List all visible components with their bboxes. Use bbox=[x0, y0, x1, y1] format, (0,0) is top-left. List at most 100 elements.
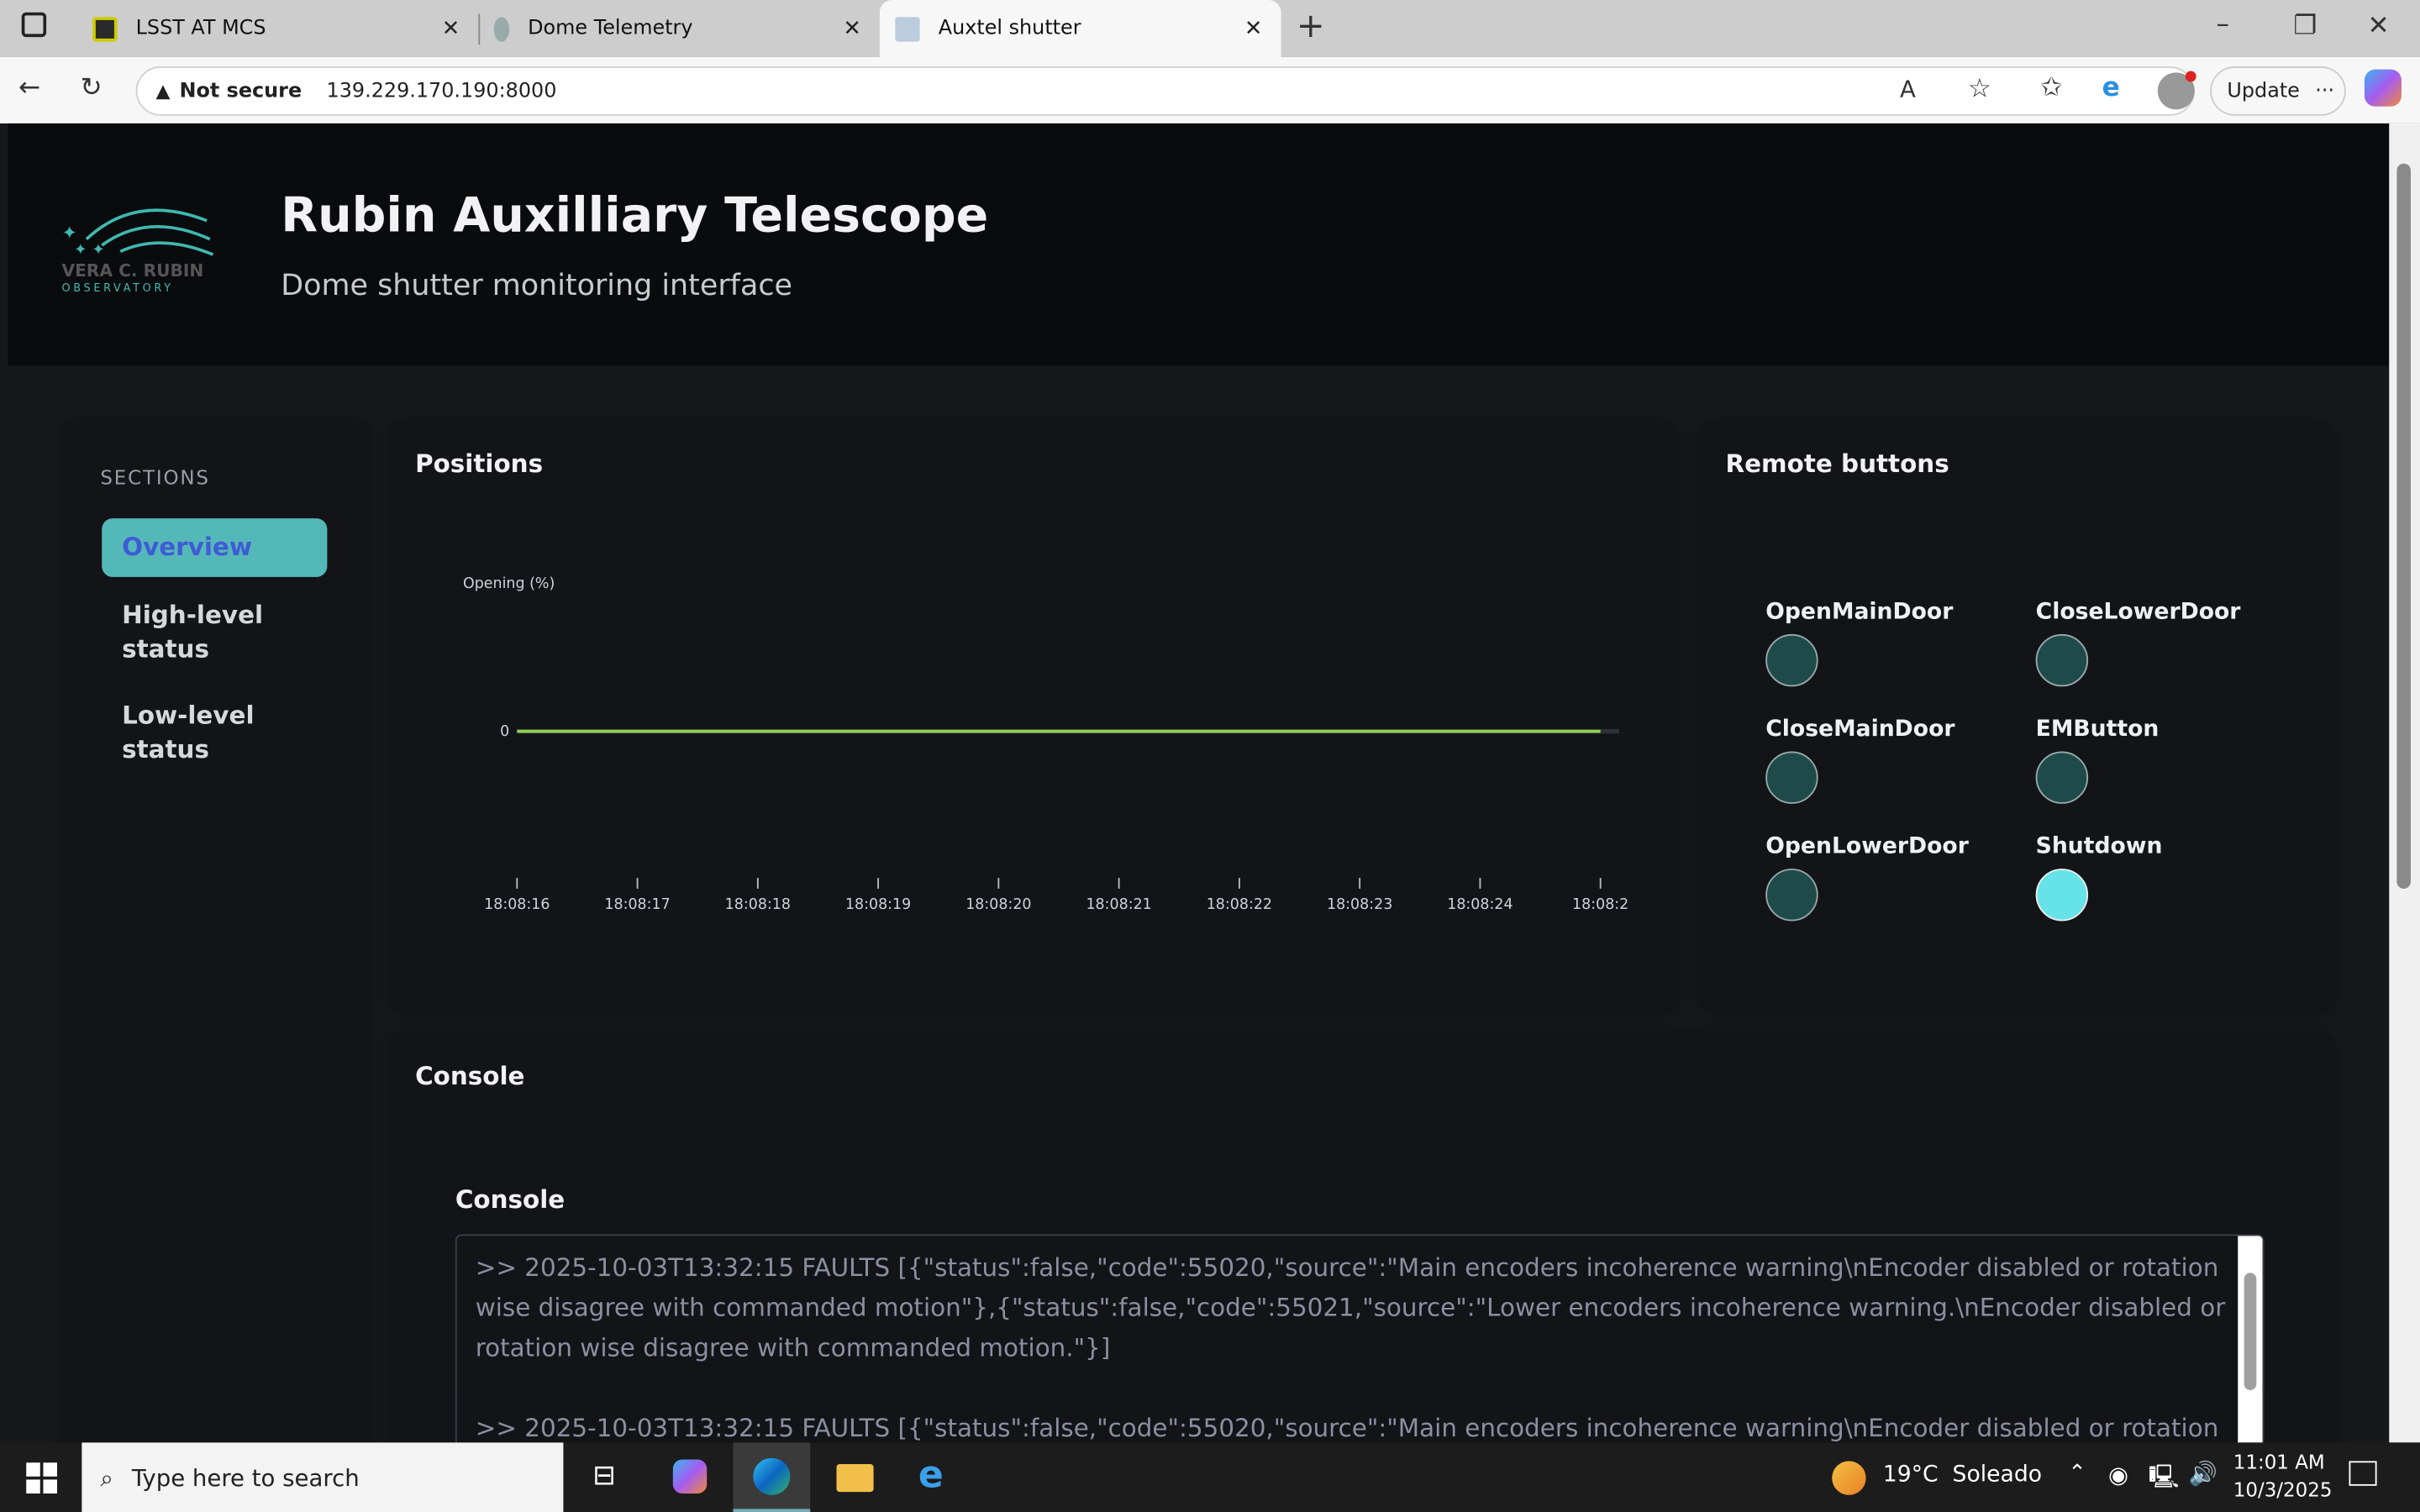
address-bar-row: ← ↻ ▲ Not secure 139.229.170.190:8000 A … bbox=[0, 56, 2420, 123]
search-placeholder: Type here to search bbox=[131, 1463, 360, 1492]
remote-button-indicator-shutdown bbox=[2035, 869, 2089, 921]
weather-icon bbox=[1832, 1461, 1866, 1495]
file-explorer-icon[interactable] bbox=[836, 1464, 874, 1493]
x-tick-label: 18:08:16 bbox=[484, 896, 550, 913]
y-tick-label: 0 bbox=[500, 723, 509, 740]
x-tick-label: 18:08:18 bbox=[725, 896, 791, 913]
tab-auxtel-shutter[interactable]: Auxtel shutter ✕ bbox=[879, 0, 1281, 57]
taskbar: ⌕ Type here to search ⊟ e 19°C Soleado ⌃… bbox=[0, 1442, 2420, 1512]
taskbar-search[interactable]: ⌕ Type here to search bbox=[82, 1442, 564, 1512]
x-tick-label: 18:08:22 bbox=[1207, 896, 1272, 913]
back-icon[interactable]: ← bbox=[18, 72, 41, 104]
weather-text[interactable]: 19°C Soleado bbox=[1882, 1462, 2043, 1488]
notification-dot bbox=[2185, 71, 2196, 82]
sidebar: SECTIONS Overview High-level status Low-… bbox=[61, 419, 368, 1443]
page-title: Rubin Auxilliary Telescope bbox=[281, 188, 989, 244]
edge-taskbar-icon[interactable] bbox=[733, 1442, 811, 1512]
console-title: Console bbox=[455, 1184, 566, 1215]
close-tab-icon[interactable]: ✕ bbox=[843, 16, 861, 41]
url-field[interactable]: ▲ Not secure 139.229.170.190:8000 A ☆ bbox=[135, 66, 2195, 116]
remote-button-label: CloseLowerDoor bbox=[2035, 600, 2241, 625]
close-tab-icon[interactable]: ✕ bbox=[441, 16, 460, 41]
refresh-icon[interactable]: ↻ bbox=[80, 72, 103, 104]
remote-button-label: OpenLowerDoor bbox=[1765, 834, 1969, 860]
log-line: >> 2025-10-03T13:32:15 FAULTS [{"status"… bbox=[475, 1252, 2226, 1362]
page-scrollbar[interactable] bbox=[2389, 123, 2420, 1443]
remote-button-indicator-closemaindoor bbox=[1765, 751, 1818, 804]
labview-icon bbox=[92, 16, 118, 41]
tab-dome-telemetry[interactable]: Dome Telemetry ✕ bbox=[478, 0, 880, 57]
close-window-icon[interactable]: ✕ bbox=[2367, 10, 2390, 42]
update-label: Update bbox=[2227, 79, 2300, 103]
new-tab-icon[interactable]: + bbox=[1296, 8, 1325, 47]
warning-icon: ▲ bbox=[155, 80, 171, 102]
remote-button-indicator-openmaindoor bbox=[1765, 633, 1818, 687]
console-log[interactable]: >> 2025-10-03T13:32:15 FAULTS [{"status"… bbox=[455, 1234, 2265, 1443]
console-card-title: Console bbox=[415, 1061, 525, 1091]
y-axis-label: Opening (%) bbox=[463, 575, 555, 592]
task-view-icon[interactable]: ⊟ bbox=[592, 1459, 617, 1493]
favorite-star-icon[interactable]: ☆ bbox=[1967, 74, 1991, 105]
x-tick-label: 18:08:23 bbox=[1327, 896, 1392, 913]
tab-lsst-at-mcs[interactable]: LSST AT MCS ✕ bbox=[77, 0, 479, 57]
sidebar-item-high-level-status[interactable]: High-level status bbox=[122, 600, 264, 664]
remote-buttons-title: Remote buttons bbox=[1725, 449, 1949, 479]
copilot-taskbar-icon[interactable] bbox=[672, 1459, 708, 1494]
tab-title: Auxtel shutter bbox=[938, 17, 1081, 40]
positions-title: Positions bbox=[415, 449, 544, 479]
remote-buttons-card: Remote buttons OpenMainDoor CloseLowerDoo… bbox=[1699, 421, 2334, 1012]
search-icon: ⌕ bbox=[100, 1463, 113, 1492]
page: ✦ ✦ ✦ VERA C. RUBIN OBSERVATORY Rubin Au… bbox=[8, 123, 2390, 1443]
ie-mode-icon[interactable]: e bbox=[2102, 72, 2120, 104]
x-tick-label: 18:08:2 bbox=[1572, 896, 1628, 913]
remote-button-indicator-closelowerdoor bbox=[2035, 633, 2089, 687]
favorites-icon[interactable]: ✩ bbox=[2040, 72, 2063, 104]
svg-text:VERA C. RUBIN: VERA C. RUBIN bbox=[61, 260, 203, 281]
positions-card: Positions Opening (%) 0 18:08:16 18:08:17 18… bbox=[388, 421, 1678, 1012]
log-line: >> 2025-10-03T13:32:15 FAULTS [{"status"… bbox=[475, 1413, 2219, 1443]
svg-text:OBSERVATORY: OBSERVATORY bbox=[61, 282, 173, 295]
remote-button-label: Shutdown bbox=[2035, 834, 2163, 860]
page-icon bbox=[493, 16, 510, 41]
x-tick-label: 18:08:17 bbox=[604, 896, 670, 913]
sidebar-heading: SECTIONS bbox=[100, 465, 210, 490]
clock-date[interactable]: 10/3/2025 bbox=[2233, 1478, 2333, 1502]
tab-title: Dome Telemetry bbox=[528, 17, 693, 40]
svg-text:✦ ✦: ✦ ✦ bbox=[74, 241, 105, 259]
volume-icon[interactable]: 🔊 bbox=[2188, 1459, 2217, 1488]
console-scrollbar[interactable] bbox=[2238, 1236, 2263, 1443]
internet-explorer-icon[interactable]: e bbox=[918, 1453, 944, 1497]
x-tick-label: 18:08:19 bbox=[845, 896, 911, 913]
rubin-logo: ✦ ✦ ✦ VERA C. RUBIN OBSERVATORY bbox=[61, 208, 214, 295]
record-icon[interactable]: ◉ bbox=[2107, 1461, 2129, 1489]
network-icon[interactable]: 🖳 bbox=[2148, 1462, 2180, 1491]
header: ✦ ✦ ✦ VERA C. RUBIN OBSERVATORY Rubin Au… bbox=[8, 123, 2390, 366]
positions-chart: Opening (%) 0 18:08:16 18:08:17 18:08:18 18:0… bbox=[463, 575, 1628, 913]
minimize-icon[interactable]: – bbox=[2216, 9, 2230, 40]
copilot-icon[interactable] bbox=[2364, 69, 2402, 107]
x-tick-label: 18:08:20 bbox=[965, 896, 1031, 913]
close-tab-icon[interactable]: ✕ bbox=[1244, 16, 1263, 41]
remote-button-label: CloseMainDoor bbox=[1765, 717, 1955, 743]
browser-tab-bar: LSST AT MCS ✕ Dome Telemetry ✕ Auxtel sh… bbox=[0, 0, 2420, 57]
read-aloud-icon[interactable]: A bbox=[1900, 75, 1916, 104]
sidebar-item-overview[interactable]: Overview bbox=[102, 518, 328, 577]
security-label[interactable]: Not secure bbox=[179, 79, 302, 103]
page-subtitle: Dome shutter monitoring interface bbox=[281, 268, 793, 302]
restore-icon[interactable]: ❐ bbox=[2293, 10, 2317, 42]
tab-actions-icon[interactable] bbox=[21, 12, 47, 38]
rubin-favicon bbox=[895, 16, 920, 41]
tab-title: LSST AT MCS bbox=[135, 17, 266, 40]
svg-text:✦: ✦ bbox=[61, 223, 76, 244]
sidebar-item-low-level-status[interactable]: Low-level status bbox=[122, 700, 255, 764]
windows-start-icon[interactable] bbox=[26, 1462, 57, 1494]
remote-button-label: EMButton bbox=[2035, 717, 2160, 743]
url-text: 139.229.170.190:8000 bbox=[326, 79, 557, 103]
remote-button-label: OpenMainDoor bbox=[1765, 600, 1954, 625]
notifications-icon[interactable] bbox=[2349, 1461, 2377, 1486]
remote-button-indicator-openlowerdoor bbox=[1765, 869, 1818, 921]
chevron-up-icon[interactable]: ⌃ bbox=[2068, 1461, 2086, 1486]
x-tick-label: 18:08:21 bbox=[1086, 896, 1151, 913]
clock-time[interactable]: 11:01 AM bbox=[2233, 1450, 2325, 1474]
update-button[interactable]: Update ··· bbox=[2210, 66, 2346, 116]
